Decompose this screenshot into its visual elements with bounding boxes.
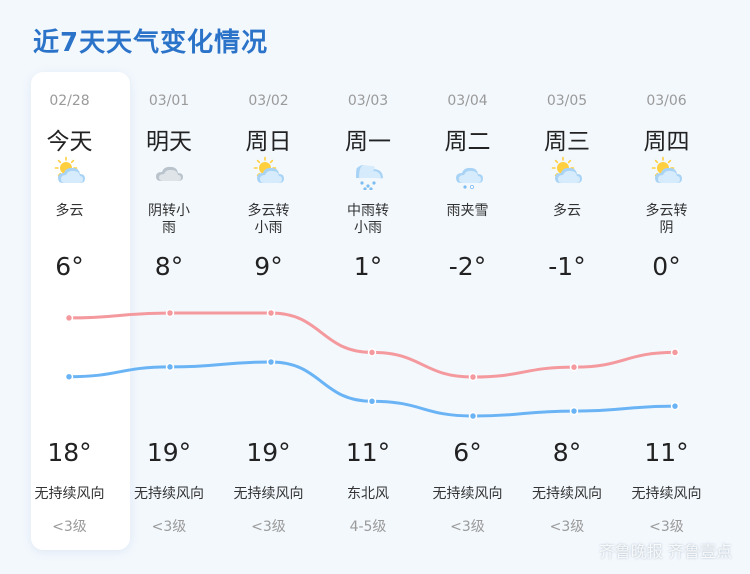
date-label: 03/03	[347, 93, 389, 109]
wind-direction: 无持续风向	[432, 486, 503, 502]
high-temp-point	[266, 308, 276, 318]
wind-direction: 无持续风向	[134, 486, 204, 502]
cloudy-icon	[152, 156, 186, 190]
wind-level: <3级	[549, 519, 585, 535]
bottom-temp-label: 8°	[552, 438, 582, 467]
day-label: 明天	[146, 129, 192, 155]
bottom-temp-label: 11°	[345, 438, 391, 467]
weather-condition: 雨夹雪	[446, 203, 489, 219]
high-temp-point	[569, 362, 579, 372]
partly-cloudy-icon	[550, 156, 584, 190]
day-column: 03/05 周三多云 -1° 8° 无持续风向 <3级	[518, 0, 617, 574]
bottom-temp-label: 6°	[453, 438, 482, 467]
weather-condition: 阴转小雨	[148, 203, 190, 236]
low-temp-point	[367, 397, 377, 406]
day-column: 03/02 周日多云转 小雨 9° 19° 无持续风向 <3级	[219, 0, 318, 574]
high-temp-point	[64, 313, 74, 323]
day-label: 周四	[643, 129, 690, 155]
bottom-temp-label: 18°	[47, 438, 92, 467]
date-label: 03/02	[248, 93, 289, 109]
high-temp-point	[165, 308, 175, 318]
wind-level: <3级	[52, 519, 87, 535]
top-temp-label: -2°	[448, 252, 487, 281]
low-temp-point	[266, 357, 276, 367]
sleet-icon	[451, 156, 485, 190]
wind-level: <3级	[251, 519, 286, 535]
high-temp-point	[670, 348, 680, 357]
wind-direction: 无持续风向	[532, 486, 602, 502]
bottom-temp-label: 19°	[246, 438, 291, 467]
watermark: 齐鲁晚报 齐鲁壹点	[598, 542, 732, 561]
low-temp-point	[64, 372, 74, 381]
date-label: 03/05	[546, 93, 588, 109]
day-column: 03/06 周四多云转阴 0° 11° 无持续风向 <3级	[617, 0, 716, 574]
date-label: 02/28	[49, 93, 90, 109]
wind-level: <3级	[450, 519, 485, 535]
top-temp-label: 0°	[652, 252, 681, 281]
day-column: 03/03 周一中雨转 小雨 1° 11° 东北风 4-5级	[319, 0, 418, 574]
wind-direction: 无持续风向	[631, 486, 702, 502]
page-title: 近7天天气变化情况	[33, 28, 269, 58]
bottom-temp-label: 19°	[146, 438, 192, 467]
wind-level: 4-5级	[349, 519, 387, 535]
day-label: 周二	[444, 129, 491, 155]
partly-cloudy-icon	[252, 156, 286, 190]
top-temp-label: 9°	[254, 252, 283, 281]
date-label: 03/01	[148, 93, 190, 109]
top-temp-label: -1°	[548, 252, 586, 281]
day-column: 03/01 明天阴转小雨 8° 19° 无持续风向 <3级	[120, 0, 219, 574]
wind-direction: 无持续风向	[34, 486, 105, 502]
partly-cloudy-icon	[650, 156, 684, 190]
wind-level: <3级	[649, 519, 684, 535]
top-temp-label: 1°	[353, 252, 383, 281]
low-temp-point	[468, 411, 478, 421]
rain-icon	[351, 156, 385, 191]
wind-direction: 无持续风向	[233, 486, 304, 502]
date-label: 03/04	[447, 93, 488, 109]
high-temp-point	[367, 348, 377, 357]
low-temp-point	[670, 401, 680, 411]
weather-condition: 中雨转 小雨	[347, 203, 389, 236]
top-temp-label: 8°	[154, 252, 184, 281]
day-label: 周一	[345, 129, 391, 155]
partly-cloudy-icon	[53, 156, 87, 190]
wind-direction: 东北风	[347, 486, 389, 502]
today-highlight-card	[31, 72, 130, 550]
day-column: 03/04 周二雨夹雪 -2° 6° 无持续风向 <3级	[418, 0, 517, 574]
day-column: 02/28 今天多云 6° 18° 无持续风向 <3级	[20, 0, 119, 574]
day-label: 周日	[245, 129, 292, 155]
low-temp-point	[569, 406, 579, 416]
wind-level: <3级	[151, 519, 187, 535]
weather-condition: 多云	[55, 203, 84, 219]
date-label: 03/06	[646, 93, 687, 109]
weather-condition: 多云转 小雨	[247, 203, 290, 236]
high-temp-point	[468, 372, 478, 382]
weather-condition: 多云	[553, 203, 581, 219]
low-temp-point	[165, 362, 175, 372]
weather-condition: 多云转阴	[645, 203, 688, 236]
day-label: 今天	[46, 129, 93, 155]
bottom-temp-label: 11°	[644, 438, 689, 467]
top-temp-label: 6°	[55, 252, 84, 281]
day-label: 周三	[544, 129, 590, 155]
